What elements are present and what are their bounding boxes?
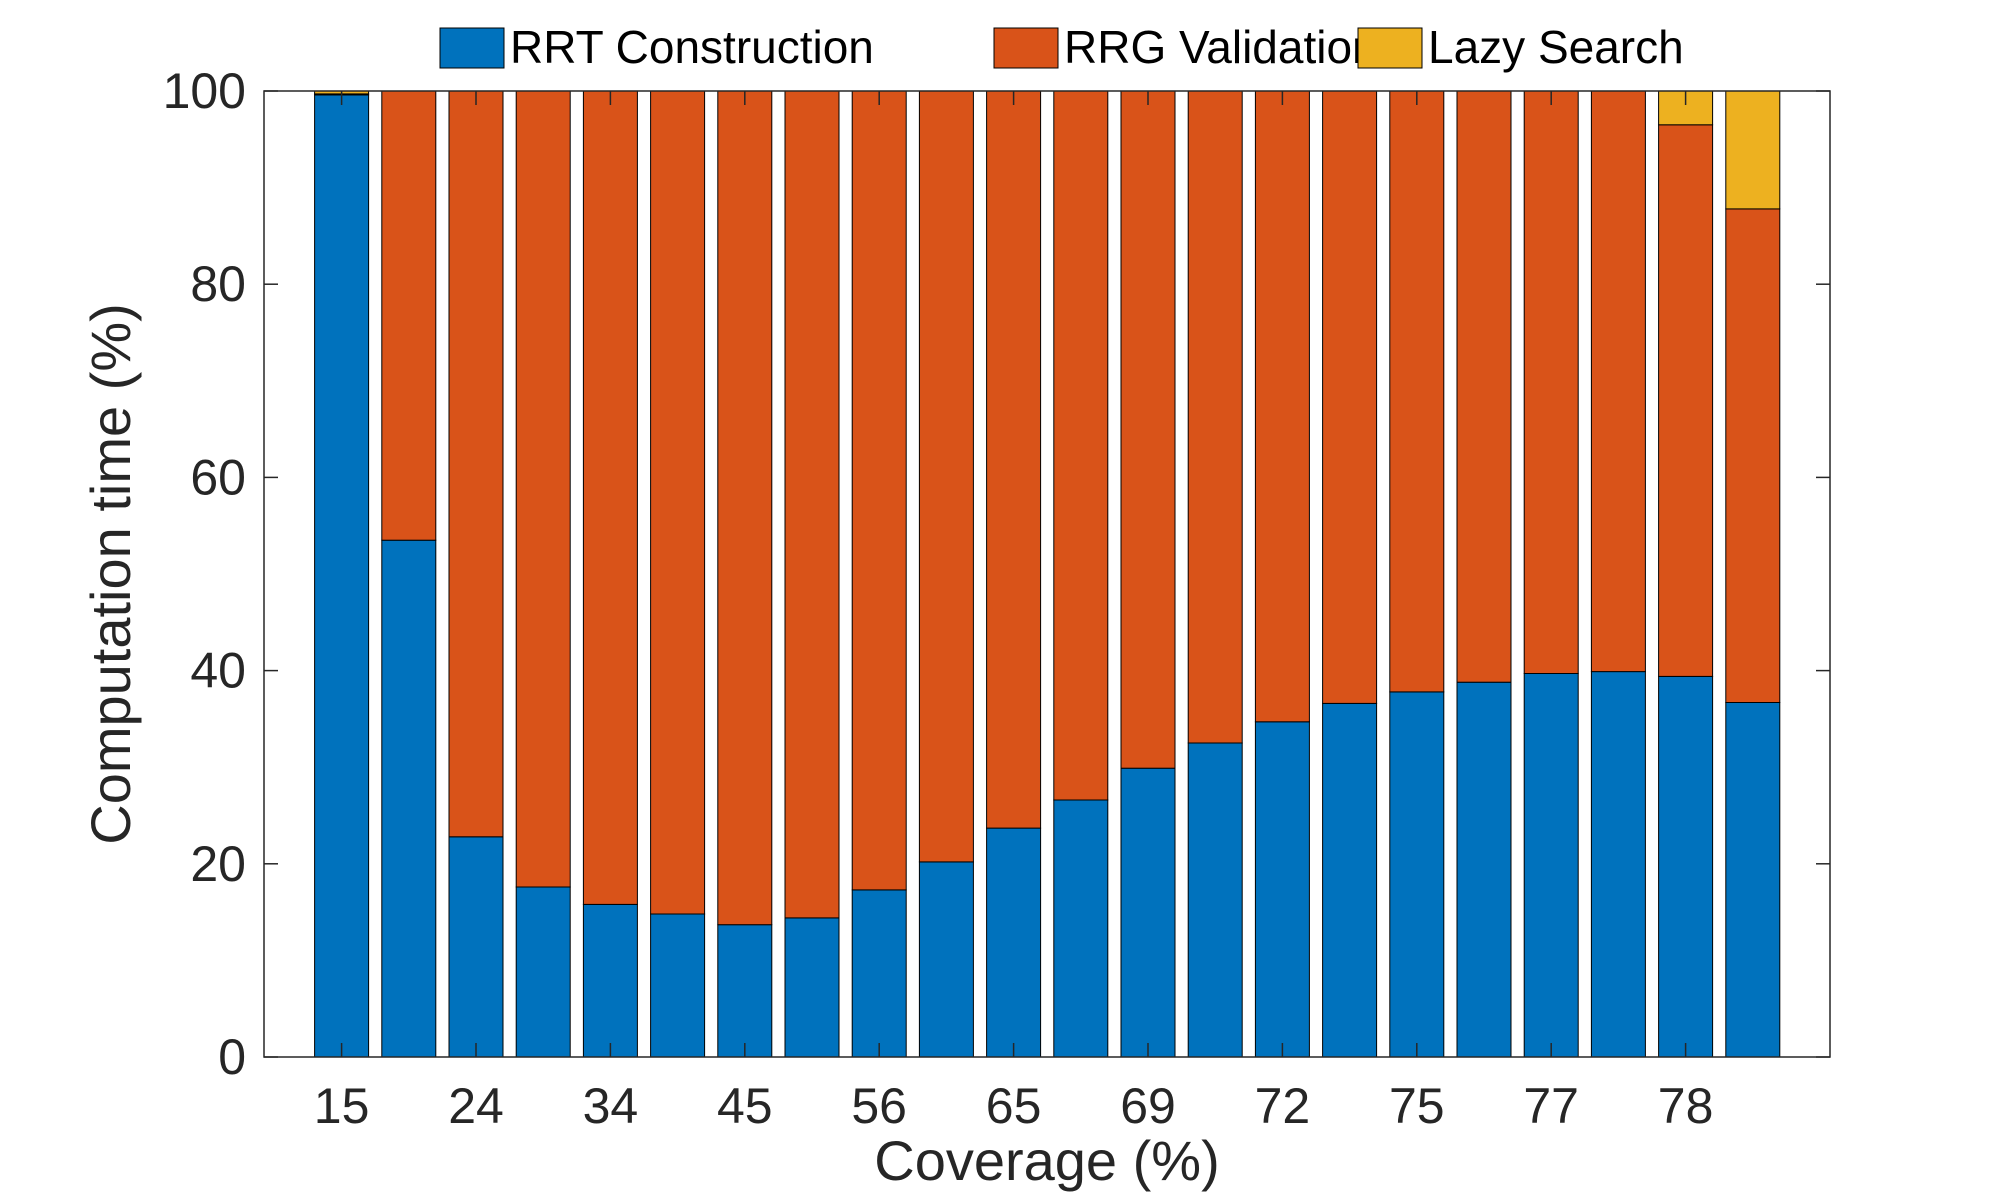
legend-label-3: Lazy Search (1428, 21, 1684, 73)
bar-segment-1-7 (717, 924, 773, 1058)
bar-segment-2-14 (1187, 90, 1243, 744)
bar-segment-2-18 (1456, 90, 1512, 683)
bar-segment-2-6 (650, 90, 706, 915)
x-tick-label-78: 78 (1658, 1078, 1714, 1134)
bar-segment-2-17 (1389, 90, 1445, 693)
bar-segment-2-19 (1523, 90, 1579, 674)
bar-segment-1-5 (582, 903, 638, 1058)
y-tick-label-60: 60 (190, 449, 246, 505)
bar-segment-2-5 (582, 90, 638, 905)
x-tick-label-65: 65 (986, 1078, 1042, 1134)
bar-segment-2-13 (1120, 90, 1176, 769)
bar-segment-2-10 (918, 90, 974, 863)
bar-segment-2-4 (515, 90, 571, 888)
bar-segment-1-2 (381, 539, 437, 1058)
legend-label-1: RRT Construction (510, 21, 874, 73)
x-tick-label-24: 24 (448, 1078, 504, 1134)
bar-segment-2-22 (1725, 208, 1781, 703)
axes-box (263, 90, 1831, 1058)
bar-segment-2-3 (448, 90, 504, 838)
y-tick-label-0: 0 (218, 1029, 246, 1085)
legend-swatch-1 (439, 27, 505, 69)
y-tick-label-80: 80 (190, 256, 246, 312)
bar-segment-1-12 (1053, 799, 1109, 1058)
bar-segment-2-20 (1590, 90, 1646, 673)
x-tick-label-75: 75 (1389, 1078, 1445, 1134)
legend-swatch-2 (993, 27, 1059, 69)
legend-swatch-3 (1357, 27, 1423, 69)
bar-segment-2-16 (1322, 90, 1378, 704)
labels-layer: 0 20 40 60 80 100 15 24 34 45 56 65 69 72 75 77 78 (163, 63, 1714, 1134)
x-tick-label-45: 45 (717, 1078, 773, 1134)
bar-segment-2-7 (717, 90, 773, 926)
bar-segment-2-21 (1658, 124, 1714, 677)
bar-segment-2-9 (851, 90, 907, 891)
x-tick-label-77: 77 (1523, 1078, 1579, 1134)
axes-layer (263, 90, 1831, 1058)
y-tick-label-40: 40 (190, 643, 246, 699)
bar-segment-1-14 (1187, 742, 1243, 1058)
bar-segment-1-16 (1322, 702, 1378, 1058)
bar-segment-1-15 (1254, 721, 1310, 1058)
y-tick-label-100: 100 (163, 63, 246, 119)
bar-segment-1-17 (1389, 691, 1445, 1058)
bar-segment-1-22 (1725, 702, 1781, 1058)
bar-segment-2-15 (1254, 90, 1310, 723)
bar-segment-1-1 (314, 94, 370, 1058)
x-tick-label-34: 34 (583, 1078, 639, 1134)
x-tick-label-15: 15 (314, 1078, 370, 1134)
bar-segment-3-22 (1725, 90, 1781, 210)
bar-segment-1-21 (1658, 675, 1714, 1058)
bar-segment-1-13 (1120, 767, 1176, 1058)
bar-segment-1-9 (851, 889, 907, 1058)
y-axis-title: Computation time (%) (79, 303, 142, 845)
bar-segment-1-11 (986, 827, 1042, 1058)
bar-segment-2-11 (986, 90, 1042, 829)
x-tick-label-56: 56 (851, 1078, 907, 1134)
bar-segment-1-10 (918, 861, 974, 1058)
bar-segment-1-8 (784, 917, 840, 1058)
bar-segment-1-20 (1590, 671, 1646, 1058)
bar-segment-1-19 (1523, 673, 1579, 1058)
x-tick-label-72: 72 (1255, 1078, 1311, 1134)
bar-segment-1-4 (515, 886, 571, 1058)
legend-label-2: RRG Validation (1064, 21, 1378, 73)
x-axis-title: Coverage (%) (874, 1129, 1219, 1192)
bar-segment-2-2 (381, 90, 437, 541)
x-tick-label-69: 69 (1120, 1078, 1176, 1134)
legend: RRT Construction RRG Validation Lazy Searc… (439, 21, 1684, 73)
bar-segment-2-12 (1053, 90, 1109, 801)
bar-segment-2-8 (784, 90, 840, 919)
bar-segment-1-18 (1456, 681, 1512, 1058)
bar-segment-1-3 (448, 836, 504, 1058)
bar-segment-1-6 (650, 913, 706, 1058)
y-tick-label-20: 20 (190, 836, 246, 892)
